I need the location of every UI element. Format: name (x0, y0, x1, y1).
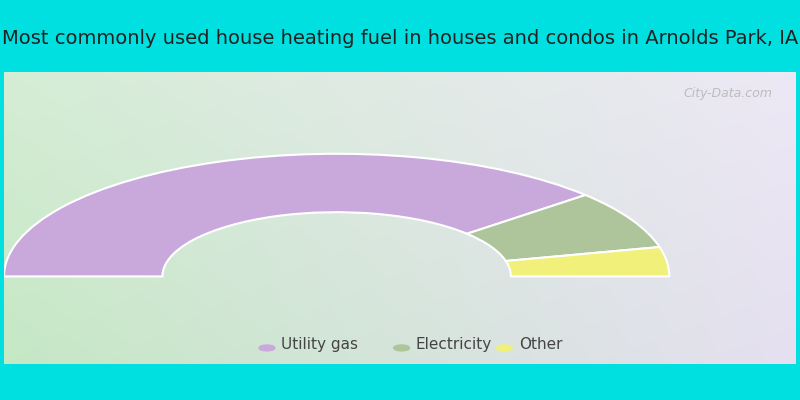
Text: Utility gas: Utility gas (282, 337, 358, 352)
Circle shape (394, 345, 410, 351)
Wedge shape (4, 154, 586, 276)
Circle shape (497, 345, 513, 351)
Text: Most commonly used house heating fuel in houses and condos in Arnolds Park, IA: Most commonly used house heating fuel in… (2, 30, 798, 48)
Text: City-Data.com: City-Data.com (683, 87, 772, 100)
Text: Electricity: Electricity (416, 337, 492, 352)
Circle shape (259, 345, 275, 351)
Wedge shape (506, 247, 670, 276)
Text: Other: Other (519, 337, 562, 352)
Wedge shape (467, 195, 659, 261)
